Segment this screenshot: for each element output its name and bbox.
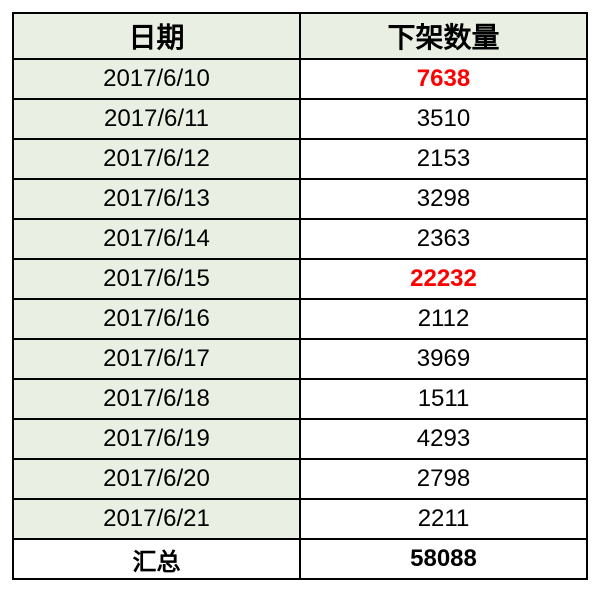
cell-date: 2017/6/20 [13,459,300,499]
cell-date: 2017/6/11 [13,99,300,139]
col-header-count: 下架数量 [300,13,587,59]
cell-date: 2017/6/14 [13,219,300,259]
cell-count: 2211 [300,499,587,539]
cell-count: 7638 [300,59,587,99]
table-row: 2017/6/12 2153 [13,139,587,179]
cell-count: 3510 [300,99,587,139]
table-row: 2017/6/19 4293 [13,419,587,459]
table-header-row: 日期 下架数量 [13,13,587,59]
table-body: 2017/6/10 7638 2017/6/11 3510 2017/6/12 … [13,59,587,579]
cell-date: 2017/6/18 [13,379,300,419]
cell-count: 22232 [300,259,587,299]
cell-count: 2798 [300,459,587,499]
cell-count: 4293 [300,419,587,459]
cell-date: 2017/6/12 [13,139,300,179]
table-row: 2017/6/13 3298 [13,179,587,219]
table-row: 2017/6/17 3969 [13,339,587,379]
table-row: 2017/6/14 2363 [13,219,587,259]
table-row: 2017/6/21 2211 [13,499,587,539]
cell-date: 2017/6/19 [13,419,300,459]
table-row: 2017/6/16 2112 [13,299,587,339]
cell-count: 3298 [300,179,587,219]
cell-date: 2017/6/16 [13,299,300,339]
cell-count: 2112 [300,299,587,339]
table-row: 2017/6/20 2798 [13,459,587,499]
removal-count-table: 日期 下架数量 2017/6/10 7638 2017/6/11 3510 20… [12,12,588,580]
table-row: 2017/6/10 7638 [13,59,587,99]
summary-label: 汇总 [13,539,300,579]
col-header-date: 日期 [13,13,300,59]
data-table-container: 日期 下架数量 2017/6/10 7638 2017/6/11 3510 20… [12,12,588,580]
table-row: 2017/6/18 1511 [13,379,587,419]
cell-count: 2363 [300,219,587,259]
table-row: 2017/6/11 3510 [13,99,587,139]
cell-count: 3969 [300,339,587,379]
table-row: 2017/6/15 22232 [13,259,587,299]
cell-date: 2017/6/15 [13,259,300,299]
table-summary-row: 汇总 58088 [13,539,587,579]
cell-date: 2017/6/10 [13,59,300,99]
cell-date: 2017/6/13 [13,179,300,219]
cell-count: 1511 [300,379,587,419]
cell-count: 2153 [300,139,587,179]
cell-date: 2017/6/21 [13,499,300,539]
summary-count: 58088 [300,539,587,579]
cell-date: 2017/6/17 [13,339,300,379]
